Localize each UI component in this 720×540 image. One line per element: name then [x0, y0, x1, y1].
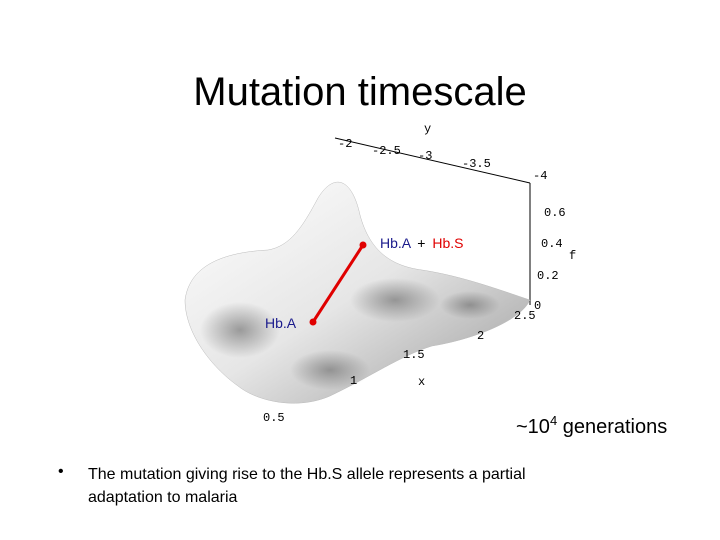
- bullet-marker: •: [58, 463, 64, 480]
- bullet-text: The mutation giving rise to the Hb.S all…: [88, 466, 526, 506]
- generations-note: ~104 generations: [516, 413, 668, 439]
- generations-exponent: 4: [549, 413, 558, 428]
- surface-shade: [200, 302, 280, 358]
- x-tick-label: 2: [477, 329, 484, 343]
- hba-label: Hb.A: [380, 235, 412, 251]
- slide-title: Mutation timescale: [193, 70, 527, 114]
- annotation-upper: Hb.A + Hb.S: [380, 235, 463, 251]
- y-tick-label: -4: [533, 169, 547, 183]
- x-tick-label: 1: [350, 374, 357, 388]
- hba-label: Hb.A: [265, 315, 297, 331]
- f-tick-label: 0: [534, 299, 541, 313]
- y-axis-line: [334, 137, 531, 184]
- y-tick-label: -3: [418, 149, 432, 163]
- generations-prefix: ~10: [516, 416, 550, 438]
- arrow-end: [309, 318, 317, 326]
- plus-sign: +: [417, 235, 425, 251]
- surface-shade: [350, 278, 440, 322]
- y-axis-label: y: [424, 122, 431, 136]
- x-tick-label: 1.5: [403, 348, 425, 362]
- f-tick-label: 0.4: [541, 237, 563, 251]
- arrow-end: [359, 241, 367, 249]
- generations-suffix: generations: [557, 416, 668, 438]
- surface-shade: [440, 291, 500, 319]
- x-tick-label: 2.5: [514, 309, 536, 323]
- hbs-label: Hb.S: [432, 235, 463, 251]
- mutation-arrow: [311, 244, 365, 323]
- y-tick-label: -3.5: [462, 157, 491, 171]
- x-axis-label: x: [418, 375, 425, 389]
- surface-shade: [290, 350, 370, 390]
- y-tick-label: -2: [338, 137, 352, 151]
- f-tick-label: 0.2: [537, 269, 559, 283]
- y-tick-label: -2.5: [372, 144, 401, 158]
- f-axis-label: f: [569, 249, 576, 263]
- f-tick-label: 0.6: [544, 206, 566, 220]
- x-tick-label: 0.5: [263, 411, 285, 425]
